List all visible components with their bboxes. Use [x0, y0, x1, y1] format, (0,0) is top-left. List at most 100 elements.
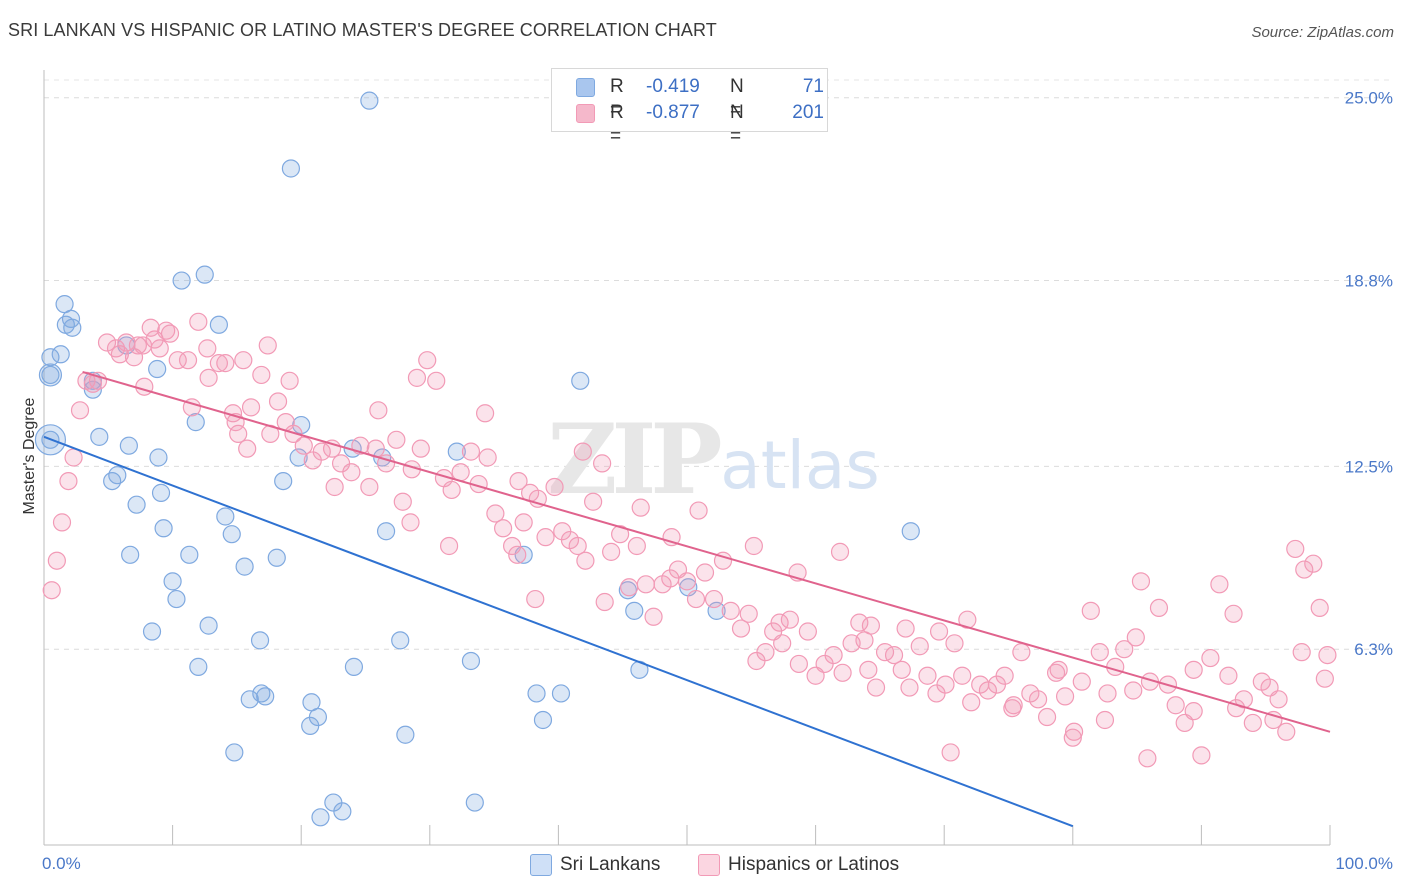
bottom-legend-label: Hispanics or Latinos — [728, 854, 900, 875]
data-point — [360, 91, 379, 110]
data-point — [1115, 640, 1134, 659]
data-point — [225, 743, 244, 762]
data-point — [1055, 687, 1075, 706]
data-point — [1304, 554, 1323, 573]
data-point — [1037, 707, 1057, 727]
data-point — [1095, 710, 1115, 730]
data-point — [892, 660, 911, 679]
data-point — [945, 634, 964, 653]
data-point — [941, 743, 960, 762]
data-point — [833, 663, 852, 682]
data-point — [884, 645, 904, 665]
data-point — [342, 463, 361, 482]
bottom-legend-swatch-pink — [698, 854, 720, 876]
data-point — [186, 413, 205, 432]
data-point — [1126, 628, 1145, 647]
data-point — [88, 371, 108, 390]
data-point — [465, 793, 484, 812]
data-point — [141, 318, 160, 337]
data-point — [41, 365, 60, 385]
correlation-legend: R = -0.419 N = 71 R = -0.877 N = 201 — [551, 68, 828, 147]
data-point — [756, 643, 775, 662]
y-tick-label: 18.8% — [1345, 272, 1393, 291]
legend-r-value: -0.419 — [646, 76, 700, 97]
data-point — [274, 471, 293, 491]
data-point — [573, 442, 592, 461]
source-label: Source: ZipAtlas.com — [1251, 24, 1394, 41]
data-point — [478, 448, 497, 467]
data-point — [1004, 696, 1023, 715]
data-point — [42, 581, 61, 600]
data-point — [824, 645, 843, 665]
data-point — [568, 536, 587, 556]
data-point — [896, 619, 915, 638]
x-tick-label: 0.0% — [42, 854, 81, 873]
data-point — [739, 604, 758, 623]
data-point — [503, 536, 522, 556]
data-point — [1310, 598, 1329, 618]
data-point — [451, 463, 470, 482]
data-point — [677, 572, 697, 591]
data-point — [442, 480, 461, 500]
data-point — [475, 404, 495, 423]
data-point — [418, 351, 437, 370]
data-point — [1106, 657, 1125, 676]
data-point — [780, 610, 799, 629]
data-point — [199, 616, 218, 635]
data-point — [439, 536, 459, 556]
data-point — [325, 477, 344, 497]
data-point — [962, 693, 981, 712]
data-point — [1072, 672, 1091, 691]
data-point — [1224, 604, 1243, 623]
data-point — [167, 589, 186, 609]
data-point — [189, 312, 208, 331]
data-point — [387, 430, 406, 449]
data-point — [1081, 601, 1100, 620]
bottom-legend-label: Sri Lankans — [560, 854, 661, 875]
data-point — [209, 354, 228, 373]
data-point — [411, 439, 430, 458]
data-point — [90, 427, 109, 446]
data-point — [289, 448, 308, 467]
data-point — [1286, 539, 1305, 559]
data-point — [47, 551, 66, 570]
data-point — [64, 448, 83, 467]
data-point — [150, 339, 169, 358]
bottom-legend-swatch-blue — [530, 854, 552, 876]
data-point — [995, 666, 1014, 685]
data-point — [704, 589, 724, 609]
data-point — [953, 666, 972, 685]
data-point — [284, 424, 303, 444]
trend-line-sri-lankans — [43, 435, 1074, 828]
data-point — [238, 439, 257, 458]
data-point — [620, 578, 639, 597]
data-point — [119, 436, 138, 455]
data-point — [110, 345, 129, 364]
data-point — [527, 684, 546, 703]
data-point — [427, 371, 446, 390]
data-point — [369, 401, 388, 420]
data-point — [1219, 666, 1238, 685]
data-point — [721, 601, 740, 620]
legend-n-label: N = — [730, 102, 744, 147]
data-point — [142, 622, 162, 641]
data-point — [770, 613, 789, 632]
data-point — [70, 401, 90, 420]
data-point — [1295, 560, 1314, 579]
data-point — [344, 657, 364, 676]
data-point — [1210, 575, 1229, 594]
data-point — [850, 613, 869, 632]
data-point — [1243, 713, 1262, 733]
data-point — [51, 345, 70, 364]
data-point — [1046, 663, 1066, 682]
data-point — [461, 442, 481, 461]
data-point — [229, 424, 248, 444]
data-point — [593, 454, 612, 473]
data-point — [127, 495, 146, 514]
data-point — [636, 575, 655, 594]
y-tick-label: 25.0% — [1345, 89, 1393, 108]
data-point — [241, 398, 261, 417]
data-point — [447, 442, 466, 461]
data-point — [63, 318, 82, 337]
